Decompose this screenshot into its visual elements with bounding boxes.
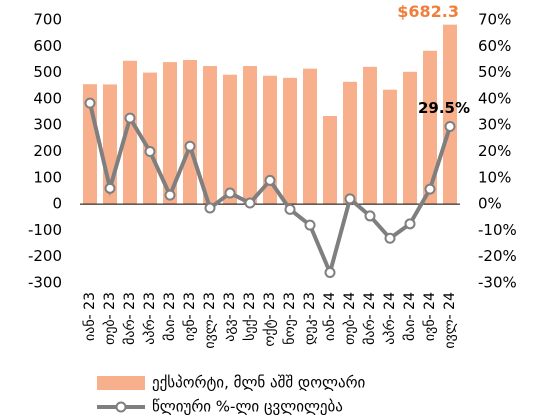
bar (243, 66, 257, 205)
bar (403, 71, 417, 205)
y-tick-label: -100 (28, 221, 62, 239)
y-tick-label: 400 (33, 89, 62, 107)
y2-tick-label: -10% (478, 221, 517, 239)
y2-tick-label: 30% (478, 116, 511, 134)
line-marker (144, 146, 156, 157)
x-tick-label: მაი- 24 (402, 292, 418, 341)
bar (363, 66, 377, 205)
x-tick-label: მაი- 23 (162, 292, 178, 341)
x-tick-label: იან- 23 (82, 292, 98, 341)
x-tick-label: ივლ- 23 (202, 292, 218, 349)
line-marker (364, 210, 376, 222)
x-tick-label: აგვ- 23 (222, 292, 238, 342)
y-tick-label: 700 (33, 11, 62, 29)
legend-label: წლიური %-ლი ცვლილება (152, 398, 343, 416)
line-marker (244, 197, 256, 209)
line-marker (164, 189, 176, 201)
x-tick-label: ოქტ- 23 (262, 292, 278, 347)
legend-swatch (97, 376, 145, 390)
line-marker (304, 219, 316, 231)
x-tick-label: იან- 24 (322, 292, 338, 341)
x-tick-label: აპრ- 23 (141, 292, 158, 345)
bar (163, 62, 177, 205)
x-tick-label: მარ- 23 (121, 292, 138, 345)
y2-tick-label: -20% (478, 247, 517, 265)
y-tick-label: 100 (33, 168, 62, 186)
bar (443, 24, 457, 205)
line-marker (444, 121, 456, 133)
y2-tick-label: 10% (478, 168, 511, 186)
bar (423, 50, 437, 205)
line-marker (324, 266, 336, 278)
bar (203, 66, 217, 205)
y2-tick-label: 70% (478, 11, 511, 29)
y2-tick-label: -30% (478, 274, 517, 292)
y-tick-label: 200 (33, 142, 62, 160)
line-marker (204, 202, 216, 214)
y-tick-label: 600 (33, 37, 62, 55)
line-marker (184, 140, 196, 152)
y2-tick-label: 20% (478, 142, 511, 160)
x-tick-label: სექ- 23 (242, 292, 258, 341)
legend-label: ექსპორტი, მლნ აშშ დოლარი (152, 374, 366, 392)
bar-value-label: $682.3 (397, 2, 459, 21)
x-tick-label: ივნ- 24 (422, 292, 438, 341)
bar (323, 115, 337, 205)
bar (283, 77, 297, 205)
y2-tick-label: 0% (478, 195, 502, 213)
x-tick-label: ივლ- 24 (442, 292, 458, 349)
line-marker (84, 97, 96, 109)
y-tick-label: 300 (33, 116, 62, 134)
bar (143, 72, 157, 205)
bar (123, 60, 137, 205)
y2-tick-label: 40% (478, 89, 511, 107)
bar (303, 68, 317, 205)
x-tick-label: აპრ- 24 (381, 292, 398, 345)
y-tick-label: 0 (52, 195, 62, 213)
x-tick-label: დეკ- 23 (302, 292, 318, 345)
line-value-label: 29.5% (418, 99, 470, 117)
line-marker (284, 203, 296, 215)
legend-marker (115, 401, 127, 413)
x-tick-label: ივნ- 23 (182, 292, 198, 341)
bar (263, 75, 277, 205)
bar (223, 74, 237, 205)
line-marker (344, 193, 356, 205)
line-marker (224, 187, 236, 199)
y-tick-label: -300 (28, 274, 62, 292)
y-tick-label: 500 (33, 63, 62, 81)
line-marker (404, 218, 416, 230)
bar (383, 89, 397, 205)
x-tick-label: თებ- 23 (102, 292, 118, 345)
line-marker (124, 112, 136, 124)
line-marker (384, 232, 396, 244)
y2-tick-label: 60% (478, 37, 511, 55)
y2-tick-label: 50% (478, 63, 511, 81)
line-marker (104, 182, 116, 194)
line-marker (424, 183, 436, 195)
line-marker (264, 174, 276, 186)
x-tick-label: მარ- 24 (361, 292, 378, 345)
bar (183, 59, 197, 205)
x-tick-label: ნოე- 23 (282, 292, 298, 345)
bar (343, 81, 357, 205)
y-tick-label: -200 (28, 247, 62, 265)
x-tick-label: თებ- 24 (342, 292, 358, 345)
